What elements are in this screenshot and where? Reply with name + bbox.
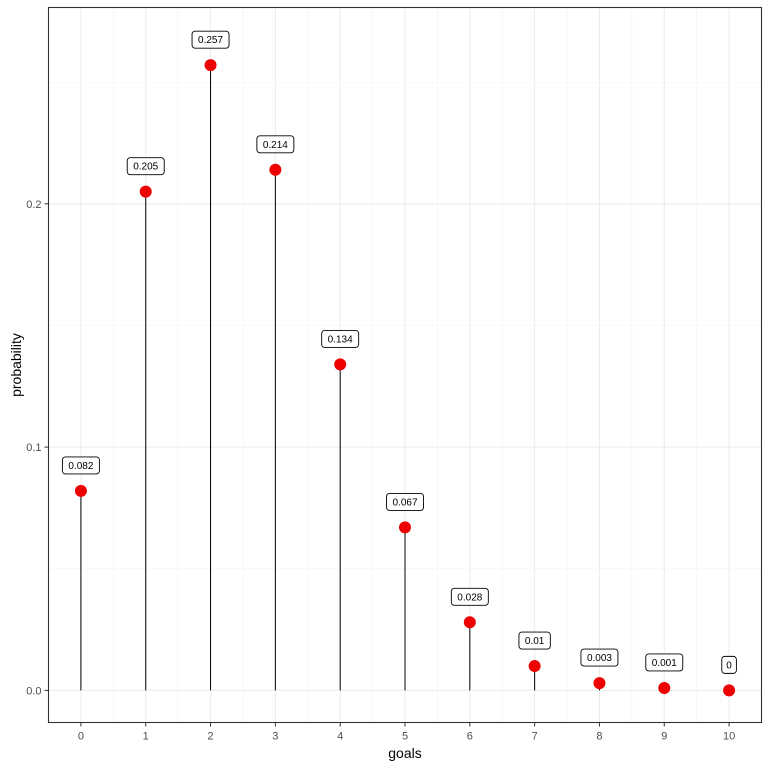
- data-label-box: [321, 329, 360, 348]
- point: [528, 660, 541, 673]
- y-tick-label: 0.2: [26, 199, 41, 211]
- x-tick-label: 4: [337, 731, 343, 743]
- x-tick-label: 9: [661, 731, 667, 743]
- x-tick-label: 5: [402, 731, 408, 743]
- x-tick-label: 0: [78, 731, 84, 743]
- point: [74, 484, 87, 497]
- data-label: 0.028: [457, 592, 482, 603]
- x-tick-label: 10: [723, 731, 735, 743]
- data-label: 0.134: [328, 334, 353, 345]
- point: [399, 521, 411, 534]
- point: [723, 684, 736, 697]
- data-label-box: [61, 456, 100, 475]
- data-label-box: [580, 648, 619, 667]
- data-label: 0.082: [68, 461, 93, 472]
- y-tick-label: 0.0: [26, 685, 41, 697]
- data-label-box: [191, 30, 230, 49]
- marks: 0.082 0.205 0.257 0.214 0.134 0.067 0.028 0.01 0…: [61, 30, 737, 697]
- y-tick-label: 0.1: [26, 442, 41, 454]
- point: [139, 185, 152, 198]
- point: [204, 59, 217, 72]
- data-label: 0.003: [587, 653, 612, 664]
- point: [269, 163, 282, 176]
- data-label-box: [721, 655, 737, 674]
- x-axis-label: goals: [388, 745, 421, 761]
- data-label-box: [386, 492, 424, 511]
- data-label: 0.067: [392, 497, 417, 508]
- data-label-box: [450, 587, 489, 606]
- data-label: 0.001: [652, 658, 677, 669]
- x-tick-label: 7: [532, 731, 538, 743]
- x-tick-label: 8: [596, 731, 602, 743]
- x-tick-label: 6: [467, 731, 473, 743]
- data-label-box: [518, 631, 551, 650]
- data-label: 0: [726, 660, 732, 671]
- data-label: 0.205: [133, 162, 158, 173]
- data-label-box: [126, 157, 165, 176]
- y-axis-label: probability: [8, 333, 24, 397]
- data-label-box: [256, 135, 295, 154]
- point: [593, 677, 606, 690]
- data-label: 0.257: [198, 35, 223, 46]
- point: [334, 358, 347, 371]
- x-tick-label: 2: [207, 731, 213, 743]
- data-label: 0.01: [525, 636, 545, 647]
- point: [463, 616, 476, 629]
- data-label-box: [645, 653, 684, 672]
- axes: 0 1 2 3 4 5 6 7 8 9 10 0.0 0.1 0.2: [26, 199, 735, 743]
- x-tick-label: 1: [143, 731, 149, 743]
- point: [658, 681, 671, 694]
- x-tick-label: 3: [272, 731, 278, 743]
- data-label: 0.214: [263, 140, 288, 151]
